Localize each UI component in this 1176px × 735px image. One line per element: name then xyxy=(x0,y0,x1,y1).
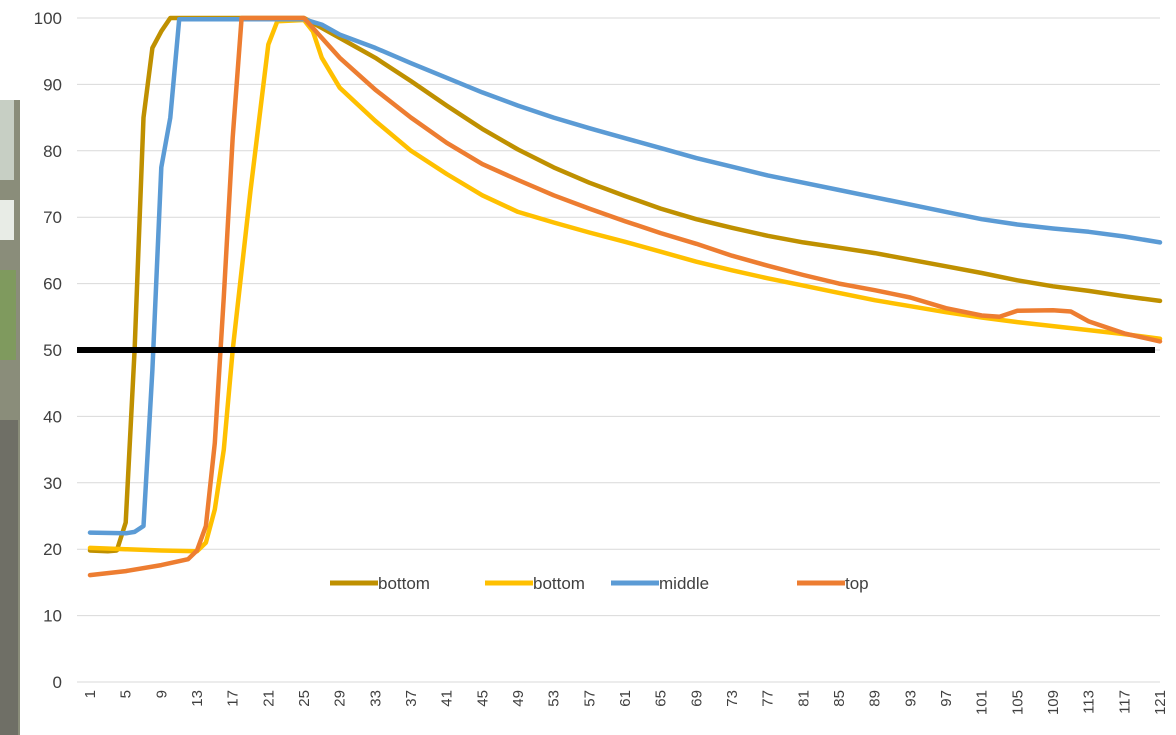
x-tick-label: 9 xyxy=(153,690,170,698)
x-tick-label: 65 xyxy=(653,690,670,707)
y-tick-label: 30 xyxy=(43,474,62,493)
x-tick-label: 97 xyxy=(938,690,955,707)
x-tick-label: 85 xyxy=(831,690,848,707)
x-tick-label: 17 xyxy=(225,690,242,707)
series-line-4 xyxy=(87,15,1163,578)
x-tick-label: 121 xyxy=(1152,690,1169,715)
y-tick-label: 100 xyxy=(34,9,62,28)
x-tick-label: 25 xyxy=(296,690,313,707)
series-line-2 xyxy=(87,17,1163,554)
y-tick-label: 50 xyxy=(43,341,62,360)
x-tick-label: 5 xyxy=(118,690,135,698)
background-photo-edge xyxy=(0,80,22,100)
x-tick-label: 109 xyxy=(1045,690,1062,715)
x-tick-label: 73 xyxy=(724,690,741,707)
background-photo-sky xyxy=(0,100,14,180)
legend-label: bottom xyxy=(533,574,585,593)
x-tick-label: 53 xyxy=(546,690,563,707)
x-tick-label: 77 xyxy=(760,690,777,707)
x-tick-label: 69 xyxy=(688,690,705,707)
x-tick-label: 61 xyxy=(617,690,634,707)
y-axis-ticks: 0 10 20 30 40 50 60 70 80 90 100 xyxy=(34,9,62,692)
x-tick-label: 1 xyxy=(82,690,99,698)
x-tick-label: 33 xyxy=(367,690,384,707)
y-tick-label: 20 xyxy=(43,540,62,559)
x-tick-label: 49 xyxy=(510,690,527,707)
y-tick-label: 80 xyxy=(43,142,62,161)
x-tick-label: 113 xyxy=(1081,690,1098,714)
x-tick-label: 117 xyxy=(1116,690,1133,714)
series-line-1 xyxy=(87,15,1163,554)
x-tick-label: 89 xyxy=(867,690,884,707)
x-tick-label: 81 xyxy=(795,690,812,707)
y-tick-label: 70 xyxy=(43,208,62,227)
x-tick-label: 45 xyxy=(474,690,491,707)
x-tick-label: 29 xyxy=(332,690,349,707)
y-tick-label: 90 xyxy=(43,75,62,94)
y-tick-label: 40 xyxy=(43,407,62,426)
legend-label: middle xyxy=(659,574,709,593)
x-axis-ticks: 1 5 9 13 17 21 25 29 33 37 41 45 49 53 57 61 65 69 73 77 81 8… xyxy=(82,690,1169,715)
series-line-3 xyxy=(87,17,1163,536)
background-photo-grass xyxy=(0,270,16,360)
legend: bottom bottom middle top xyxy=(330,574,869,593)
x-tick-label: 41 xyxy=(439,690,456,707)
x-tick-label: 13 xyxy=(189,690,206,707)
x-tick-label: 105 xyxy=(1009,690,1026,715)
x-tick-label: 101 xyxy=(974,690,991,715)
legend-label: bottom xyxy=(378,574,430,593)
background-photo-ground xyxy=(0,420,18,735)
x-tick-label: 57 xyxy=(581,690,598,707)
y-tick-label: 60 xyxy=(43,275,62,294)
background-photo-house xyxy=(0,200,14,240)
plot-background xyxy=(22,0,1176,735)
x-tick-label: 93 xyxy=(902,690,919,707)
legend-label: top xyxy=(845,574,869,593)
x-tick-label: 21 xyxy=(260,690,277,707)
y-tick-label: 0 xyxy=(53,673,62,692)
y-tick-label: 10 xyxy=(43,607,62,626)
series-lines xyxy=(87,15,1163,578)
x-tick-label: 37 xyxy=(403,690,420,707)
